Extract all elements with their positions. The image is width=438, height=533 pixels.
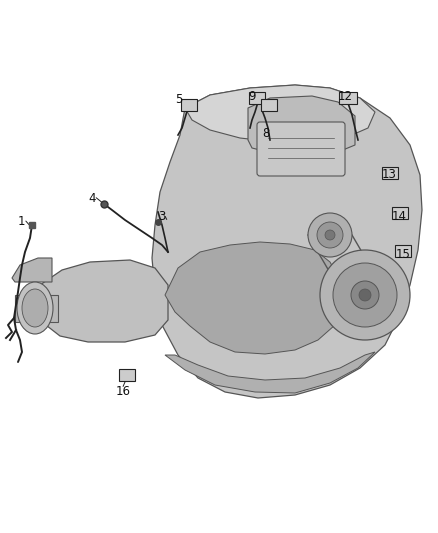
Ellipse shape (17, 282, 53, 334)
FancyBboxPatch shape (257, 122, 345, 176)
FancyBboxPatch shape (382, 167, 398, 179)
Circle shape (317, 222, 343, 248)
Text: 8: 8 (262, 127, 269, 140)
Polygon shape (12, 258, 52, 282)
Text: 13: 13 (382, 168, 397, 181)
FancyBboxPatch shape (261, 99, 277, 111)
Text: 15: 15 (396, 248, 411, 261)
Text: 5: 5 (175, 93, 182, 106)
Text: 4: 4 (88, 192, 95, 205)
Text: 9: 9 (248, 90, 255, 103)
Text: 1: 1 (18, 215, 25, 228)
Polygon shape (165, 352, 375, 393)
FancyBboxPatch shape (395, 245, 411, 257)
Polygon shape (248, 96, 355, 155)
Circle shape (308, 213, 352, 257)
FancyBboxPatch shape (339, 92, 357, 104)
Circle shape (325, 230, 335, 240)
Circle shape (320, 250, 410, 340)
FancyBboxPatch shape (392, 207, 408, 219)
Text: 14: 14 (392, 210, 407, 223)
FancyBboxPatch shape (181, 99, 197, 111)
Polygon shape (152, 85, 422, 398)
Ellipse shape (22, 289, 48, 327)
FancyBboxPatch shape (119, 369, 135, 381)
Polygon shape (165, 242, 342, 354)
Text: 12: 12 (338, 90, 353, 103)
Polygon shape (15, 295, 58, 322)
FancyBboxPatch shape (249, 92, 265, 104)
Text: 16: 16 (116, 385, 131, 398)
Circle shape (333, 263, 397, 327)
Circle shape (359, 289, 371, 301)
Circle shape (351, 281, 379, 309)
Polygon shape (38, 260, 168, 342)
Polygon shape (185, 85, 375, 143)
Text: 3: 3 (158, 210, 166, 223)
